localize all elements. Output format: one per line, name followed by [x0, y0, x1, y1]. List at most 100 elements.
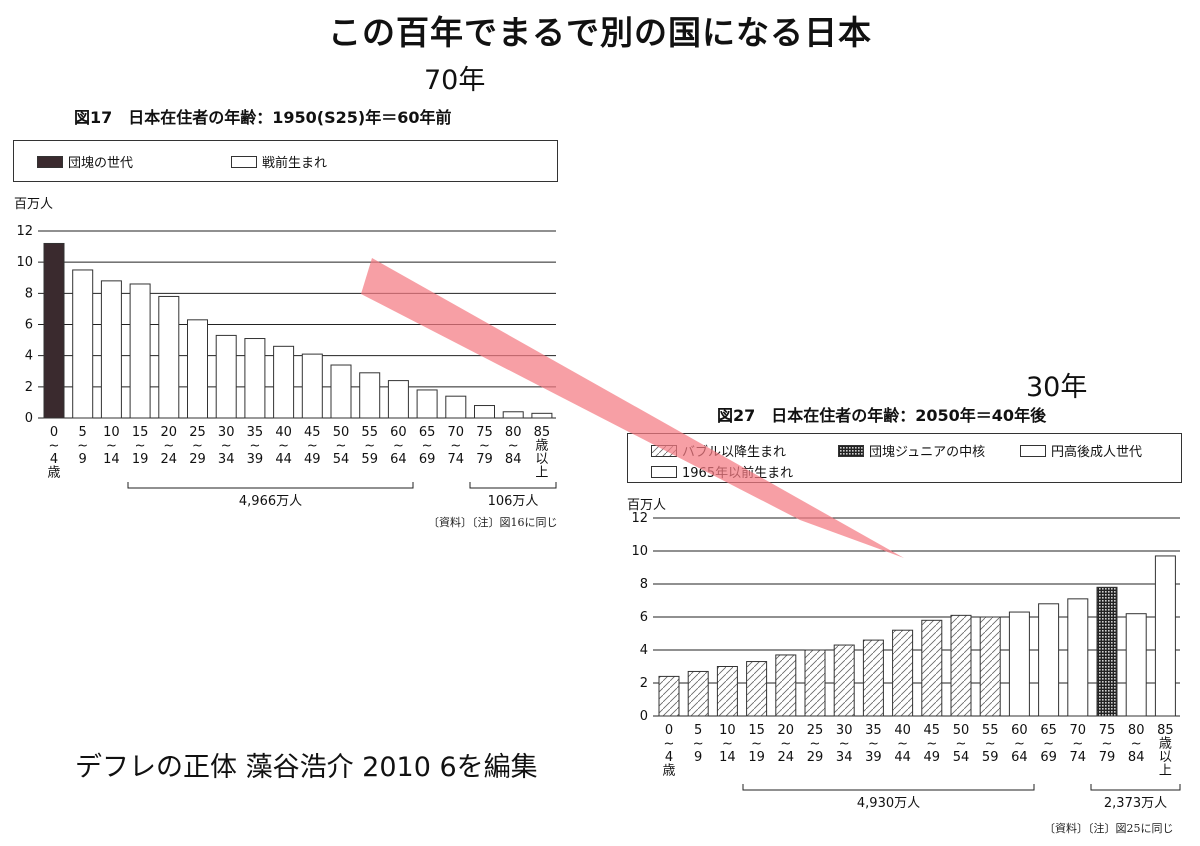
- bar: [1067, 598, 1089, 717]
- bar: [187, 319, 208, 419]
- brace: [127, 482, 414, 489]
- x-tick-label: 25: [189, 425, 206, 440]
- x-tick-label: 85: [1157, 723, 1174, 738]
- x-tick-label: 歳: [1159, 737, 1172, 752]
- x-tick-label: 79: [476, 452, 493, 467]
- x-tick-label: 69: [1040, 750, 1057, 765]
- x-tick-label: 14: [719, 750, 736, 765]
- bar: [72, 269, 94, 419]
- x-tick-label: 15: [748, 723, 765, 738]
- x-tick-label: 69: [419, 452, 436, 467]
- x-tick-label: ~: [722, 737, 733, 752]
- dankai-swatch: [37, 155, 63, 168]
- legend-item-endaka: 円高後成人世代: [1020, 441, 1142, 460]
- x-tick-label: 84: [505, 452, 522, 467]
- x-tick-label: ~: [868, 737, 879, 752]
- bar: [1154, 555, 1176, 717]
- bar: [445, 395, 467, 419]
- x-tick-label: ~: [780, 737, 791, 752]
- bar: [416, 389, 438, 419]
- y-tick-label: 0: [640, 709, 648, 724]
- brace-label: 106万人: [488, 494, 539, 509]
- x-tick-label: ~: [693, 737, 704, 752]
- y-tick-label: 12: [631, 511, 648, 526]
- footer-caption: デフレの正体 藻谷浩介 2010 6を編集: [75, 752, 538, 783]
- x-tick-label: 24: [161, 452, 178, 467]
- x-tick-label: ~: [956, 737, 967, 752]
- x-tick-label: 5: [694, 723, 702, 738]
- bar: [892, 629, 914, 717]
- legend-label: 団塊の世代: [68, 156, 134, 171]
- fig27-correction-annotation: 30年: [1026, 372, 1088, 403]
- x-tick-label: 44: [275, 452, 292, 467]
- x-tick-label: 20: [778, 723, 795, 738]
- brace-label: 4,966万人: [239, 494, 302, 509]
- bar: [129, 283, 151, 419]
- x-tick-label: 45: [304, 425, 321, 440]
- x-tick-label: ~: [106, 439, 117, 454]
- legend-item-dankai: 団塊の世代: [37, 152, 133, 171]
- x-tick-label: 80: [1128, 723, 1145, 738]
- bar: [658, 675, 680, 717]
- x-tick-label: 45: [924, 723, 941, 738]
- brace: [742, 784, 1035, 791]
- x-tick-label: 74: [448, 452, 465, 467]
- x-tick-label: ~: [49, 439, 60, 454]
- bar: [43, 242, 65, 419]
- bar: [950, 614, 972, 717]
- x-tick-label: 54: [333, 452, 350, 467]
- x-tick-label: 29: [189, 452, 206, 467]
- bar: [1008, 611, 1030, 717]
- brace: [1090, 784, 1181, 791]
- x-tick-label: 9: [694, 750, 702, 765]
- x-tick-label: 0: [665, 723, 673, 738]
- x-tick-label: 39: [247, 452, 264, 467]
- x-tick-label: ~: [839, 737, 850, 752]
- y-tick-label: 6: [25, 318, 33, 333]
- x-tick-label: ~: [1131, 737, 1142, 752]
- x-tick-label: ~: [336, 439, 347, 454]
- x-tick-label: ~: [249, 439, 260, 454]
- bar: [100, 280, 122, 419]
- bar: [746, 661, 768, 717]
- y-tick-label: 4: [640, 643, 648, 658]
- brace-label: 2,373万人: [1104, 796, 1167, 811]
- x-tick-label: 34: [836, 750, 853, 765]
- y-tick-label: 4: [25, 349, 33, 364]
- x-tick-label: 25: [807, 723, 824, 738]
- bar: [215, 334, 237, 419]
- white-swatch: [1020, 444, 1046, 457]
- bar: [301, 353, 323, 419]
- fig17-title: 図17 日本在住者の年齢：1950(S25)年＝60年前: [74, 108, 452, 127]
- x-tick-label: 49: [924, 750, 941, 765]
- x-tick-label: 55: [982, 723, 999, 738]
- x-tick-label: 5: [79, 425, 87, 440]
- x-tick-label: 20: [161, 425, 178, 440]
- y-tick-label: 2: [640, 676, 648, 691]
- x-tick-label: 70: [1070, 723, 1087, 738]
- x-tick-label: ~: [221, 439, 232, 454]
- y-tick-label: 0: [25, 411, 33, 426]
- x-tick-label: 65: [1040, 723, 1057, 738]
- x-tick-label: 49: [304, 452, 321, 467]
- x-tick-label: 44: [894, 750, 911, 765]
- x-tick-label: 9: [79, 452, 87, 467]
- x-tick-label: ~: [77, 439, 88, 454]
- y-tick-label: 2: [25, 380, 33, 395]
- x-tick-label: 60: [1011, 723, 1028, 738]
- x-tick-label: ~: [664, 737, 675, 752]
- bar: [158, 295, 180, 419]
- x-tick-label: ~: [810, 737, 821, 752]
- bar: [921, 619, 943, 717]
- bar: [387, 380, 409, 419]
- x-tick-label: 50: [333, 425, 350, 440]
- x-tick-label: 54: [953, 750, 970, 765]
- white-swatch: [231, 155, 257, 168]
- x-tick-label: ~: [1014, 737, 1025, 752]
- y-tick-label: 10: [16, 255, 33, 270]
- bar: [359, 372, 381, 419]
- x-tick-label: 以: [1159, 750, 1172, 765]
- x-tick-label: 35: [247, 425, 264, 440]
- x-tick-label: 39: [865, 750, 882, 765]
- page-title: この百年でまるで別の国になる日本: [328, 13, 872, 52]
